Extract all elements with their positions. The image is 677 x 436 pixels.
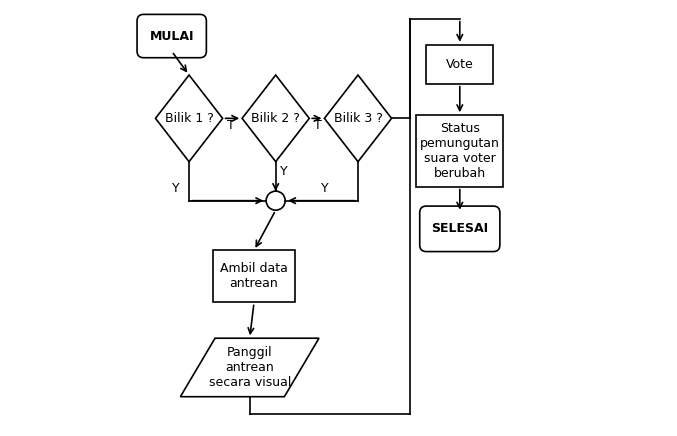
Text: Bilik 2 ?: Bilik 2 ? [251,112,300,125]
FancyBboxPatch shape [137,14,206,58]
Text: SELESAI: SELESAI [431,222,488,235]
Bar [213,251,295,303]
FancyBboxPatch shape [420,206,500,252]
Text: Status
pemungutan
suara voter
berubah: Status pemungutan suara voter berubah [420,122,500,180]
Circle shape [266,191,285,210]
Text: Vote: Vote [446,58,474,71]
Text: Y: Y [321,182,329,195]
Text: Y: Y [172,182,179,195]
Polygon shape [242,75,309,162]
Text: T: T [313,119,322,132]
Polygon shape [324,75,391,162]
Polygon shape [156,75,223,162]
Text: MULAI: MULAI [150,30,194,43]
Text: T: T [227,119,235,132]
Bar [416,115,503,187]
Polygon shape [180,338,319,397]
Text: Bilik 1 ?: Bilik 1 ? [165,112,213,125]
Text: Bilik 3 ?: Bilik 3 ? [334,112,383,125]
Text: Ambil data
antrean: Ambil data antrean [220,262,288,290]
Bar [427,45,494,84]
Text: Y: Y [280,165,288,178]
Text: Panggil
antrean
secara visual: Panggil antrean secara visual [209,346,291,389]
